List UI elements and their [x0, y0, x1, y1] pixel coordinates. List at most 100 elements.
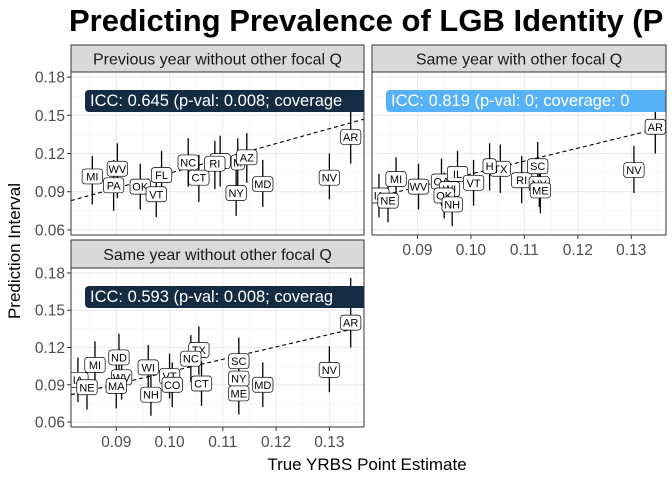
- point-label-box: [76, 379, 98, 396]
- chart-title: Predicting Prevalence of LGB Identity (P: [69, 3, 663, 38]
- point-label-text: NY: [229, 188, 245, 200]
- point-label-text: SC: [530, 161, 545, 173]
- point-label-sc: SC: [228, 353, 250, 370]
- point-label-mi: MI: [81, 168, 103, 185]
- y-tick-label: 0.15: [35, 108, 65, 125]
- point-label-nv: NV: [623, 162, 645, 178]
- point-label-text: H: [486, 161, 494, 173]
- y-tick-label: 0.18: [35, 265, 65, 282]
- point-label-mi: MI: [84, 357, 106, 373]
- facet-strip-label: Same year without other focal Q: [103, 247, 332, 264]
- point-label-box: [84, 357, 106, 373]
- x-axis-label: True YRBS Point Estimate: [267, 455, 466, 474]
- facet-strip-label: Same year with other focal Q: [416, 52, 622, 69]
- point-label-text: MD: [254, 179, 271, 191]
- point-label-box: [106, 160, 128, 177]
- point-label-text: ME: [231, 388, 248, 400]
- y-tick-label: 0.12: [35, 146, 65, 163]
- point-label-ar: AR: [340, 129, 362, 145]
- panel-border: [371, 71, 667, 236]
- y-tick-label: 0.09: [35, 184, 65, 201]
- point-label-box: [252, 376, 274, 393]
- x-tick-label: 0.13: [616, 242, 646, 259]
- point-label-text: NV: [626, 165, 642, 177]
- point-label-box: [407, 178, 430, 195]
- x-tick-label: 0.09: [402, 242, 432, 259]
- point-label-box: [228, 385, 250, 402]
- point-label-text: NE: [79, 382, 94, 394]
- point-label-text: NC: [180, 157, 196, 169]
- icc-banner-box: [386, 90, 666, 112]
- point-label-ma: MA: [105, 378, 127, 394]
- point-label-text: MI: [86, 171, 98, 183]
- point-label-box: [318, 362, 340, 378]
- point-label-fl: FL: [151, 167, 173, 183]
- y-axis-label: Prediction Interval: [5, 183, 24, 319]
- point-label-ok: OK: [129, 178, 151, 195]
- icc-banner-box: [85, 286, 364, 308]
- point-label-box: [177, 154, 199, 171]
- point-label-text: NH: [143, 390, 159, 402]
- point-label-box: [108, 349, 130, 366]
- point-label-nv: NV: [318, 362, 340, 378]
- point-label-box: [441, 196, 463, 213]
- icc-banner-text: ICC: 0.819 (p-val: 0; coverage: 0: [391, 92, 629, 110]
- point-label-nc: NC: [180, 350, 202, 367]
- facet-strip: [70, 44, 365, 73]
- icc-banner: ICC: 0.819 (p-val: 0; coverage: 0: [386, 90, 666, 112]
- point-label-ct: CT: [188, 169, 210, 186]
- point-label-box: [340, 314, 362, 331]
- point-label-wv: WV: [106, 160, 128, 177]
- point-label-box: [463, 174, 485, 191]
- x-tick-label: 0.09: [101, 434, 131, 451]
- point-label-box: [188, 169, 210, 186]
- point-label-text: TX: [493, 164, 508, 176]
- point-label-box: [225, 185, 247, 201]
- point-label-box: [377, 192, 399, 209]
- x-tick-label: 0.11: [510, 242, 539, 259]
- point-label-nc: NC: [177, 154, 199, 171]
- y-tick-label: 0.15: [35, 303, 65, 320]
- icc-banner-box: [85, 90, 364, 112]
- point-label-me: ME: [529, 182, 551, 199]
- point-label-box: [140, 386, 162, 403]
- x-tick-label: 0.11: [208, 434, 237, 451]
- facets-group: Previous year without other focal Q MI WV P…: [35, 44, 667, 451]
- point-label-ri: RI: [204, 155, 226, 172]
- point-label-me: ME: [228, 385, 250, 402]
- point-label-box: [103, 177, 125, 194]
- point-label-text: MD: [254, 380, 271, 392]
- point-label-text: CT: [194, 379, 209, 391]
- point-label-text: AR: [343, 132, 358, 144]
- point-label-text: NY: [231, 374, 247, 386]
- point-label-box: [151, 167, 173, 183]
- point-label-text: WI: [142, 362, 155, 374]
- point-label-box: [318, 169, 340, 186]
- x-tick-label: 0.10: [456, 242, 487, 259]
- point-label-h: H: [482, 158, 497, 175]
- point-label-box: [161, 376, 183, 393]
- facet-strip: [70, 239, 365, 269]
- x-tick-label: 0.13: [314, 434, 344, 451]
- point-label-text: MA: [108, 381, 125, 393]
- point-label-text: CO: [164, 380, 181, 392]
- icc-banner: ICC: 0.593 (p-val: 0.008; coverag: [85, 286, 364, 308]
- point-label-text: AZ: [240, 152, 254, 164]
- point-label-text: WV: [108, 164, 126, 176]
- point-label-text: IL: [453, 169, 462, 181]
- facet-panel: Same year without other focal QIANEMINDW…: [35, 239, 365, 451]
- point-label-az: AZ: [236, 149, 258, 166]
- point-label-md: MD: [252, 376, 274, 393]
- point-label-text: OK: [132, 182, 149, 194]
- point-label-nh: NH: [441, 196, 463, 213]
- x-tick-label: 0.12: [563, 242, 593, 259]
- point-label-box: [252, 176, 274, 192]
- point-label-text: WV: [410, 182, 428, 194]
- point-label-text: NC: [183, 354, 199, 366]
- point-label-text: FL: [155, 170, 168, 182]
- point-label-vt: VT: [463, 174, 485, 191]
- point-label-text: NV: [322, 365, 338, 377]
- point-label-box: [190, 375, 213, 392]
